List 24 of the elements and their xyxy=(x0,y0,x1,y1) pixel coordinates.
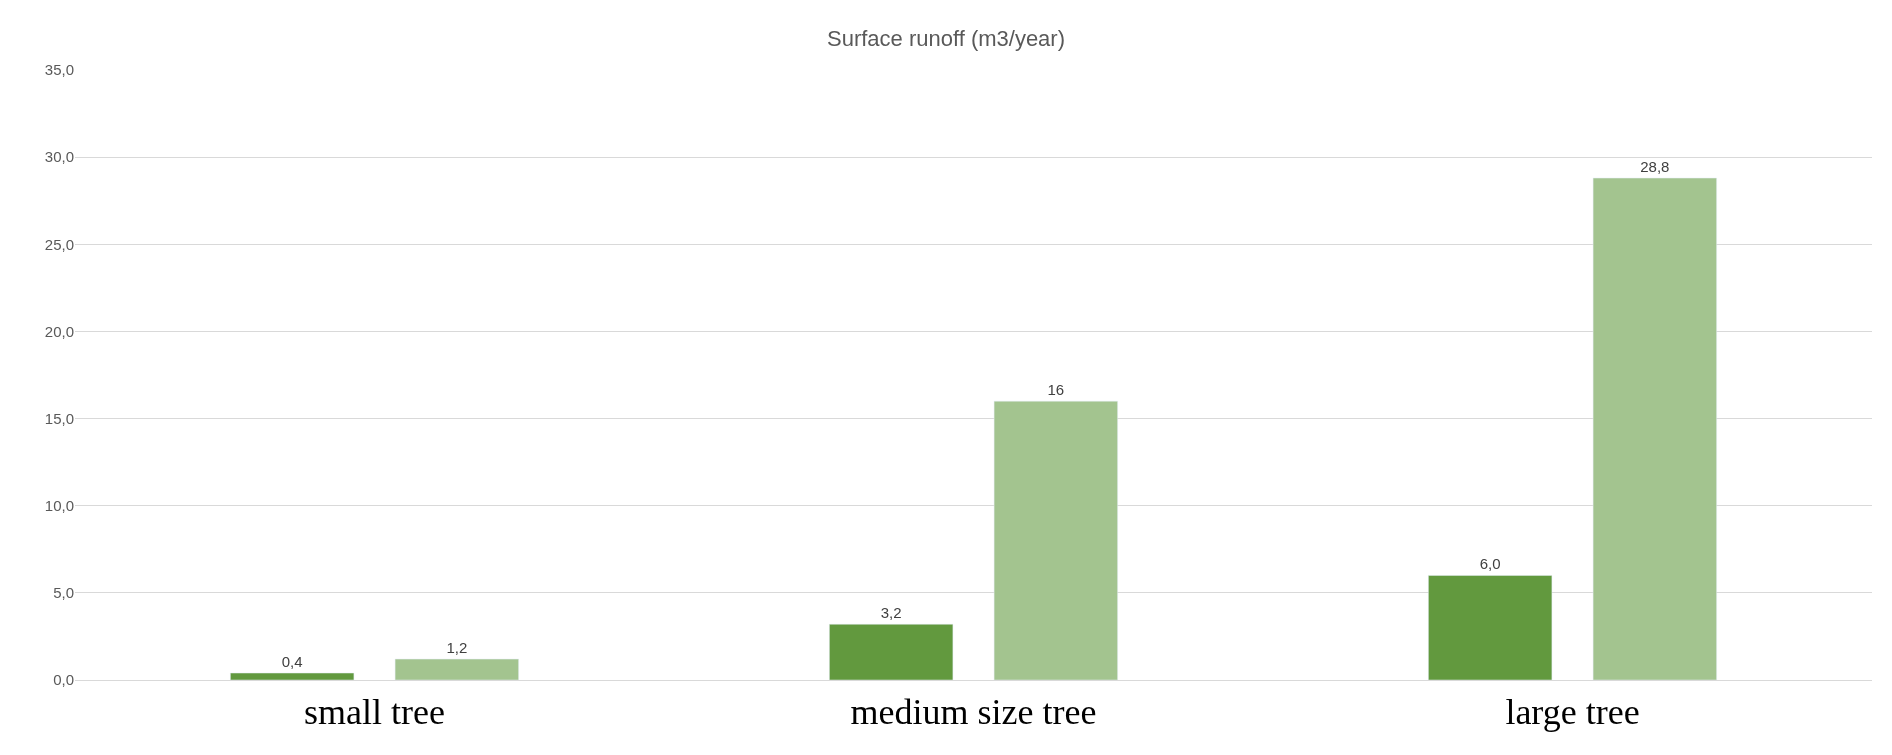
data-label: 0,4 xyxy=(281,653,303,671)
data-label: 16 xyxy=(1047,381,1065,399)
y-tick-label: 20,0 xyxy=(44,322,74,340)
y-tick-label: 25,0 xyxy=(44,235,74,253)
data-label: 1,2 xyxy=(446,639,468,657)
x-tick-label: small tree xyxy=(304,692,445,733)
x-tick-label: medium size tree xyxy=(850,692,1097,733)
bar xyxy=(230,672,355,680)
data-label: 3,2 xyxy=(880,604,902,622)
data-label: 28,8 xyxy=(1640,158,1670,176)
chart-title: Surface runoff (m3/year) xyxy=(826,25,1066,51)
bar xyxy=(1428,575,1553,680)
bar xyxy=(394,658,519,680)
y-tick-label: 30,0 xyxy=(44,148,74,166)
y-tick-label: 15,0 xyxy=(44,409,74,427)
y-tick-label: 10,0 xyxy=(44,496,74,514)
y-tick-label: 0,0 xyxy=(53,671,74,689)
y-tick-label: 35,0 xyxy=(44,61,74,79)
bar xyxy=(1592,177,1717,680)
x-tick-label: large tree xyxy=(1505,692,1640,733)
data-label: 6,0 xyxy=(1479,555,1501,573)
bar xyxy=(993,400,1118,680)
y-tick-label: 5,0 xyxy=(53,584,74,602)
bar xyxy=(829,623,954,680)
